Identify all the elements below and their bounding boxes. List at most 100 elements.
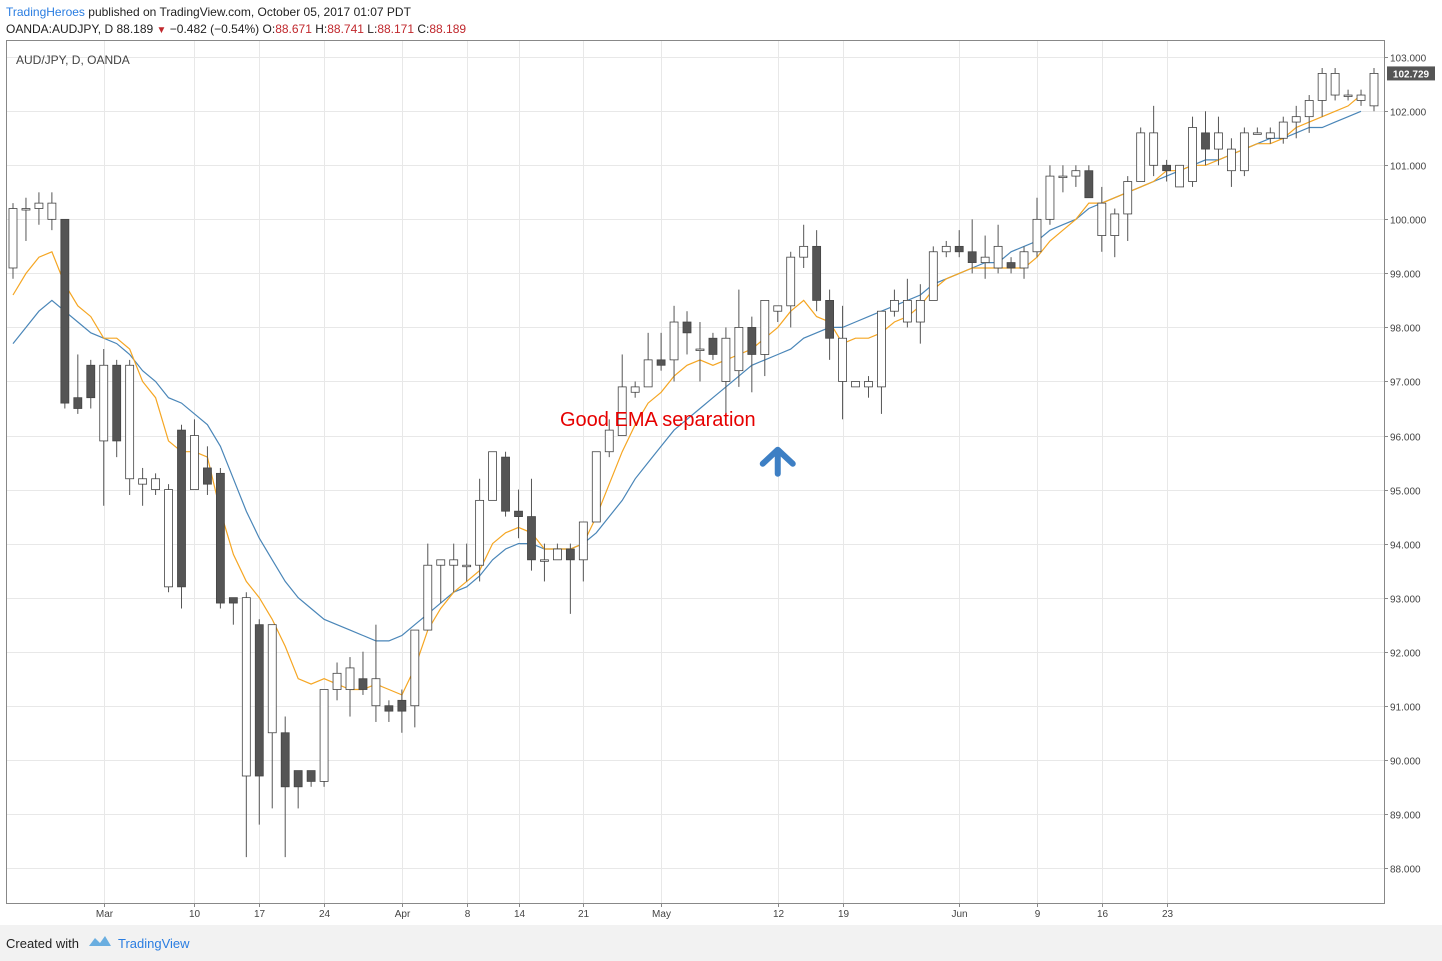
y-tick-label: 89.000 <box>1390 811 1421 822</box>
x-axis[interactable]: Mar 10 17 24 Apr 8 14 21 May 12 19 Jun 9 16 23 <box>96 903 1174 920</box>
candle-body <box>190 435 199 490</box>
x-tick-label: 21 <box>578 909 590 920</box>
candle-body <box>993 245 1003 269</box>
candle-body <box>73 397 83 409</box>
candle-body <box>410 629 420 707</box>
candle <box>1214 116 1223 166</box>
candle <box>34 192 44 225</box>
publisher-link[interactable]: TradingHeroes <box>6 5 85 19</box>
candle <box>1084 165 1094 199</box>
candle <box>423 543 433 631</box>
candle <box>1123 176 1133 241</box>
candle-body <box>1097 202 1107 236</box>
x-tick-label: 12 <box>773 909 785 920</box>
candle-body <box>462 564 472 568</box>
candle-body <box>591 451 601 523</box>
candle-body <box>760 300 770 355</box>
y-tick-label: 88.000 <box>1390 865 1421 876</box>
candle-body <box>1214 132 1223 150</box>
low-label: L: <box>367 22 378 36</box>
candle <box>371 624 381 722</box>
candle <box>1343 89 1353 101</box>
candle-body <box>1084 170 1094 199</box>
candle-body <box>682 321 692 334</box>
candle <box>332 662 342 701</box>
candle-body <box>228 597 238 604</box>
x-tick-label: 19 <box>838 909 850 920</box>
tradingview-link[interactable]: TradingView <box>118 936 190 951</box>
y-axis[interactable]: 88.000 89.000 90.000 91.000 92.000 93.000 94.0… <box>1384 40 1427 903</box>
y-tick-label: 97.000 <box>1390 378 1421 389</box>
footer: Created with TradingView <box>0 925 1442 961</box>
candle <box>215 467 225 609</box>
x-tick-label: 9 <box>1035 909 1041 920</box>
candle-body <box>721 337 731 382</box>
candle <box>1110 208 1120 258</box>
x-tick-label: 24 <box>319 909 331 920</box>
candle <box>1097 186 1107 252</box>
candle-body <box>578 521 588 561</box>
candle-body <box>371 678 381 707</box>
candle-body <box>1058 175 1068 179</box>
candle <box>1058 165 1068 193</box>
candle-body <box>319 689 329 782</box>
y-tick-label: 102.000 <box>1390 108 1427 119</box>
price-chart[interactable]: 88.000 89.000 90.000 91.000 92.000 93.000 94.0… <box>0 40 1442 925</box>
ema-lines <box>12 94 1362 696</box>
candle-body <box>656 359 666 366</box>
candle <box>475 478 485 582</box>
x-tick-label: 23 <box>1162 909 1174 920</box>
candle <box>980 235 990 279</box>
candle <box>384 700 394 722</box>
candle <box>851 381 860 388</box>
candle-body <box>215 472 225 604</box>
candle <box>760 300 770 377</box>
candle-body <box>397 699 407 712</box>
ema-fast-line <box>12 94 1362 696</box>
high-value: 88.741 <box>327 22 364 36</box>
candle-body <box>527 516 536 561</box>
close-value: 88.189 <box>429 22 467 36</box>
candle-body <box>436 559 446 566</box>
candle-body <box>1045 175 1055 220</box>
candle <box>1188 116 1197 187</box>
candle <box>1304 95 1314 133</box>
candle <box>734 289 744 387</box>
candle <box>358 651 368 695</box>
candle-body <box>928 251 938 301</box>
price-change: −0.482 (−0.54%) <box>169 22 260 36</box>
y-tick-label: 100.000 <box>1390 216 1427 227</box>
candle <box>825 289 834 360</box>
candle-body <box>1265 132 1275 139</box>
candle <box>60 218 70 409</box>
candle <box>838 305 847 420</box>
candle-body <box>332 672 342 690</box>
candle-body <box>695 348 705 351</box>
candle <box>436 559 446 604</box>
candle-body <box>864 381 873 388</box>
candle-body <box>1019 251 1029 269</box>
candle <box>1227 138 1236 187</box>
candle-body <box>877 310 886 388</box>
candle-body <box>954 245 964 253</box>
candle <box>280 716 290 858</box>
candle <box>151 473 160 495</box>
candle-body <box>786 256 796 307</box>
candle <box>1330 68 1340 101</box>
candle <box>449 543 459 593</box>
arrow-shape <box>759 446 796 477</box>
candle-body <box>734 327 744 372</box>
x-tick-label: 16 <box>1097 909 1109 920</box>
y-tick-label: 92.000 <box>1390 649 1421 660</box>
candle <box>656 332 666 371</box>
x-tick-label: Jun <box>951 909 967 920</box>
candle <box>786 251 796 328</box>
candle-body <box>851 381 860 388</box>
candle-body <box>1317 73 1327 101</box>
candle <box>630 381 640 398</box>
candle-body <box>773 305 783 312</box>
candle <box>462 543 472 582</box>
candle-body <box>799 245 809 258</box>
candle <box>773 305 783 323</box>
candle-body <box>138 478 148 485</box>
